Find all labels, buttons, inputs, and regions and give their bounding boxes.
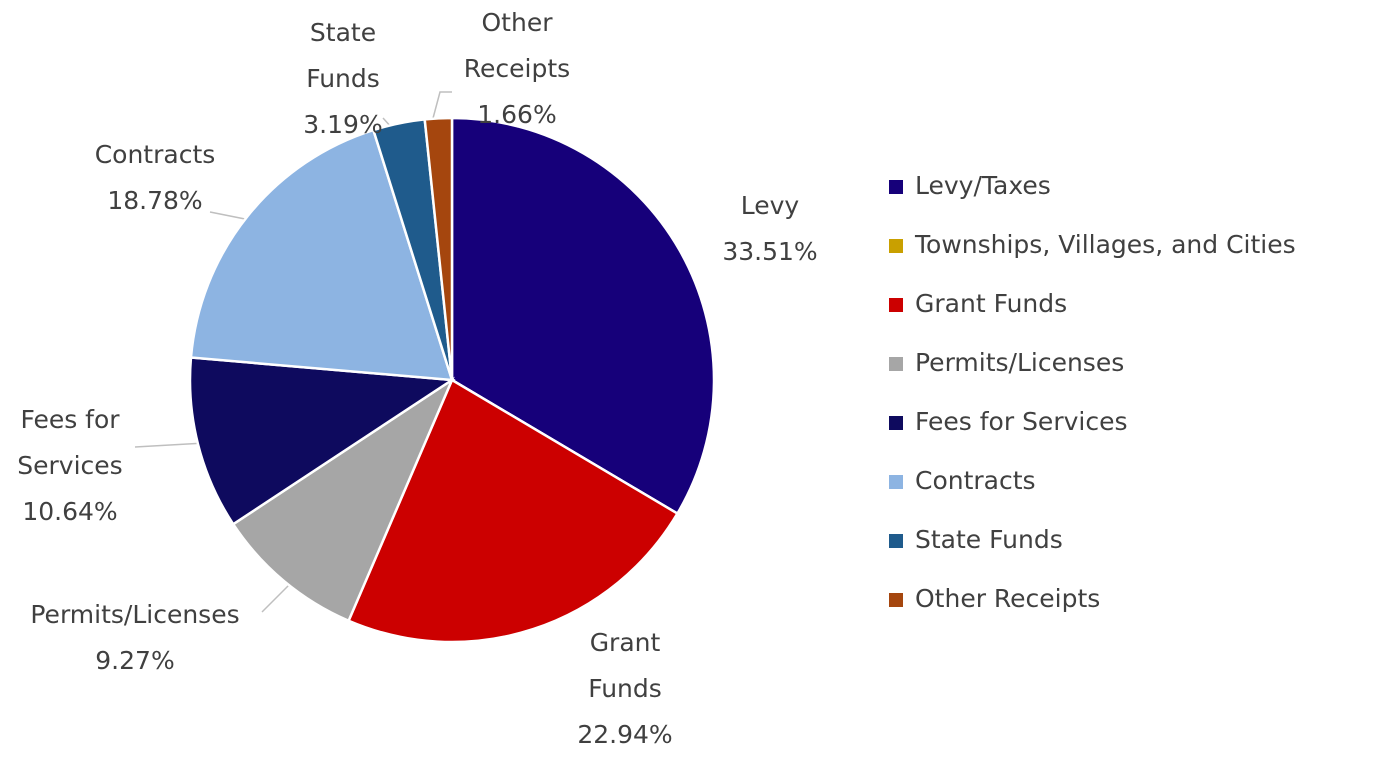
data-label-name: Levy xyxy=(740,191,800,220)
data-label: Levy 33.51% xyxy=(700,183,840,275)
legend-label: Grant Funds xyxy=(915,289,1067,318)
pie-slice xyxy=(423,116,454,381)
data-label-value: 10.64% xyxy=(22,497,118,526)
data-label-name: Grant Funds xyxy=(588,628,662,703)
data-label: State Funds 3.19% xyxy=(288,10,398,148)
data-label-value: 22.94% xyxy=(577,720,673,749)
pie-slice xyxy=(346,378,680,644)
data-label-name: Fees for Services xyxy=(17,405,123,480)
legend-label: Other Receipts xyxy=(915,584,1100,613)
data-label-name: State Funds xyxy=(306,18,380,93)
chart-canvas: Levy/Taxes Townships, Villages, and Citie… xyxy=(134,91,1296,644)
data-label-value: 3.19% xyxy=(303,110,383,139)
leader-line xyxy=(134,442,206,448)
data-label-value: 18.78% xyxy=(107,186,203,215)
leader-line xyxy=(431,91,452,123)
legend-swatch xyxy=(889,475,903,489)
data-label-name: Permits/Licenses xyxy=(30,600,240,629)
legend-swatch xyxy=(889,593,903,607)
data-label: Fees for Services 10.64% xyxy=(0,397,140,535)
legend-swatch xyxy=(889,180,903,194)
legend-label: Permits/Licenses xyxy=(915,348,1124,377)
pie-slice xyxy=(450,116,716,516)
legend-label: State Funds xyxy=(915,525,1063,554)
leader-line xyxy=(261,581,293,613)
legend-swatch xyxy=(889,239,903,253)
pie-slice xyxy=(189,128,454,382)
legend-swatch xyxy=(889,534,903,548)
legend-label: Townships, Villages, and Cities xyxy=(914,230,1296,259)
data-label-value: 1.66% xyxy=(477,100,557,129)
data-label: Other Receipts 1.66% xyxy=(447,0,587,138)
data-label: Permits/Licenses 9.27% xyxy=(0,592,270,684)
legend-swatch xyxy=(889,357,903,371)
legend-label: Levy/Taxes xyxy=(915,171,1051,200)
data-label: Grant Funds 22.94% xyxy=(565,620,685,758)
data-label-name: Contracts xyxy=(94,140,216,169)
data-label-value: 33.51% xyxy=(722,237,818,266)
legend-label: Fees for Services xyxy=(915,407,1128,436)
data-label-name: Other Receipts xyxy=(463,8,571,83)
legend-label: Contracts xyxy=(915,466,1036,495)
leader-line xyxy=(209,211,251,221)
pie-slice xyxy=(231,376,455,623)
data-label: Contracts 18.78% xyxy=(55,132,255,224)
pie-slice xyxy=(188,356,456,526)
legend-swatch xyxy=(889,416,903,430)
legend-swatch xyxy=(889,298,903,312)
data-label-value: 9.27% xyxy=(95,646,175,675)
chart: Levy/Taxes Townships, Villages, and Citie… xyxy=(0,0,1296,749)
